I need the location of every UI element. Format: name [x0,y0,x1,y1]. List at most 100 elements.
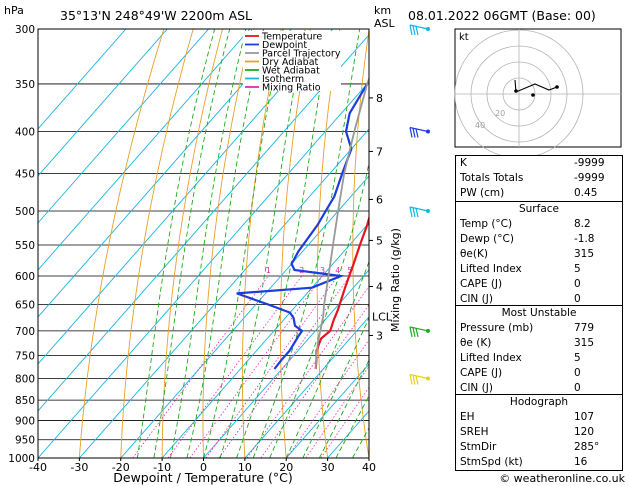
isotherm-line [38,81,369,458]
wind-barb-flag [412,25,416,36]
wind-barb-flag [409,374,413,385]
hodograph-panel: kt 20 40 [454,28,622,159]
legend-label: Dry Adiabat [262,57,319,68]
km-unit-label: km [374,4,391,17]
dry-adiabat-line [421,29,452,458]
pressure-tick-label: 600 [15,271,35,283]
chart-series: 1 2 3 4 5 8 10 15 20 25 [236,76,451,370]
pressure-tick-label: 300 [15,24,35,36]
wind-barb-flag [409,206,413,218]
mu-value: 315 [574,337,595,349]
indices-row-tt: Totals Totals -9999 [456,171,622,186]
chart-axes: 3003504004505005506006507007508008509009… [8,24,393,474]
hodograph-ring-label: 20 [495,109,505,118]
temperature-profile [314,214,369,370]
legend-background [243,31,341,91]
wet-adiabat-line [153,29,231,458]
hodo-value: 107 [574,411,595,423]
x-axis-label: Dewpoint / Temperature (°C) [113,470,292,485]
parcel-trajectory-profile [314,76,369,370]
surface-value: -1.8 [574,233,595,245]
indices-value: -9999 [574,172,605,184]
wind-barb-shaft [409,126,429,133]
wind-barb-dot [426,27,430,31]
isotherm-line [38,29,209,224]
legend-label: Parcel Trajectory [262,49,341,60]
dry-adiabat-line [78,29,165,458]
temperature-tick-label: 0 [200,461,207,474]
pressure-tick-label: 700 [15,326,35,338]
most-unstable-title: Most Unstable [501,307,577,319]
wet-adiabat-line [236,29,332,458]
location-title: 35°13'N 248°49'W 2200m ASL [60,8,252,23]
temperature-tick-label: -30 [70,461,88,474]
mu-value: 0 [574,367,581,379]
legend-label: Dewpoint [262,40,307,51]
mixing-ratio-tick-label: 25 [441,266,451,275]
mixing-ratio-tick-label: 5 [347,266,352,275]
copyright-text: © weatheronline.co.uk [499,472,625,485]
dry-adiabat-line [161,29,223,458]
mixing-ratio-axis-label: Mixing Ratio (g/kg) [389,228,402,332]
isotherm-line [38,29,251,271]
mu-value: 779 [574,322,595,334]
wet-adiabat-line [285,260,369,458]
km-tick-label: 5 [376,234,383,247]
hodo-label: StmDir [460,441,497,453]
pressure-tick-label: 800 [15,373,35,385]
lcl-label: LCL [372,310,393,323]
pressure-tick-label: 550 [15,240,35,252]
mu-value: 0 [574,382,581,394]
stability-indices-table: K -9999 Totals Totals -9999 PW (cm) 0.45 [455,155,623,202]
mixing-ratio-tick-label: 3 [320,266,325,275]
dry-adiabat-line [241,29,282,458]
mixing-ratio-line [189,275,323,458]
mixing-ratio-line [132,275,269,458]
wet-adiabat-line [186,29,265,458]
isotherm-line [244,316,369,458]
indices-row-k: K -9999 [456,156,622,171]
mixing-ratio-tick-label: 4 [335,266,340,275]
hodograph-ring-label: 40 [475,121,485,130]
hodograph-unit-label: kt [459,32,469,43]
surface-label: Temp (°C) [460,218,513,230]
hodograph-frame [454,28,622,148]
surface-table: Surface Temp (°C) 8.2 Dewp (°C) -1.8 θe(K)… [455,201,623,308]
isotherm-line [38,29,292,318]
wind-barb-flag [412,327,416,338]
wet-adiabat-line [335,394,369,458]
wet-adiabat-line [318,359,369,458]
hodo-label: EH [460,411,475,423]
temperature-tick-label: 20 [279,461,293,474]
isotherm-line [79,128,369,458]
mu-label: Pressure (mb) [460,322,534,334]
indices-row-pw: PW (cm) 0.45 [456,186,622,201]
asl-unit-label: ASL [374,17,396,30]
pressure-tick-label: 650 [15,300,35,312]
pressure-tick-label: 950 [15,435,35,447]
temperature-tick-label: 10 [238,461,252,474]
indices-label: Totals Totals [460,172,524,184]
wind-barb-flag [415,26,419,36]
surface-title: Surface [518,203,559,215]
wind-barbs [409,24,430,385]
pressure-tick-label: 400 [15,127,35,139]
mu-label: θe (K) [460,337,492,349]
hodo-value: 285° [574,441,600,453]
surface-value: 315 [574,248,595,260]
indices-label: K [460,157,467,169]
surface-label: CAPE (J) [460,278,503,290]
km-tick-label: 6 [376,193,383,206]
pressure-tick-label: 500 [15,206,35,218]
wind-barb-dot [426,328,430,333]
legend-label: Temperature [261,32,322,43]
temperature-tick-label: 30 [321,461,335,474]
km-tick-label: 7 [376,145,383,158]
dry-adiabat-line [316,29,341,458]
wind-barb-dot [426,209,430,214]
mixing-ratio-line [205,275,339,458]
pressure-tick-label: 1000 [8,453,35,465]
mu-label: Lifted Index [460,352,522,364]
